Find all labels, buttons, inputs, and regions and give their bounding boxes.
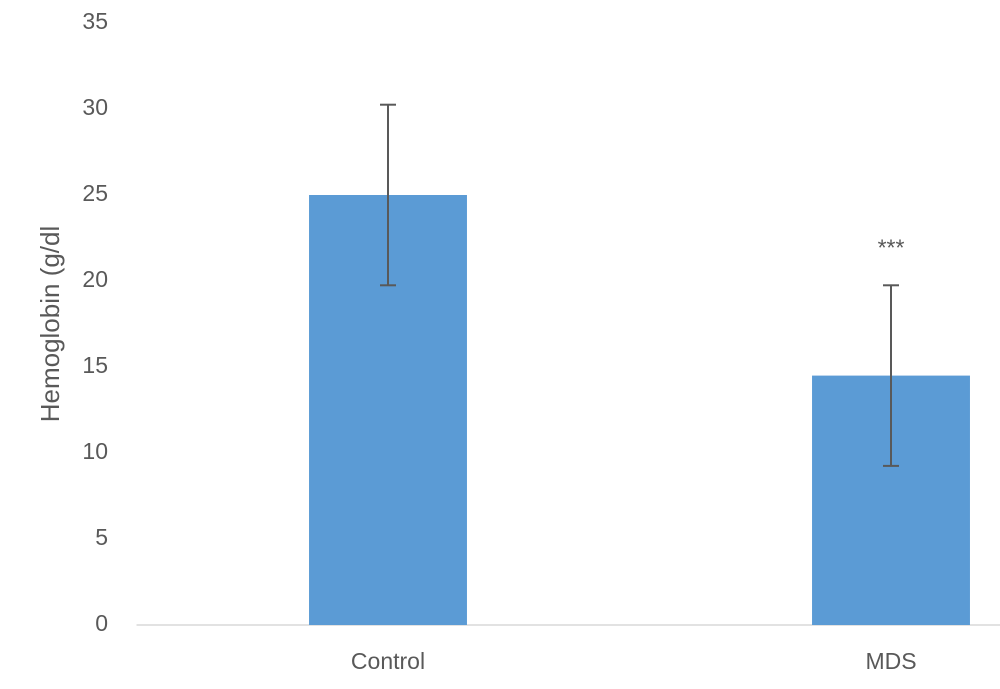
y-tick-label: 10 [82,438,108,464]
y-tick-label: 35 [82,8,108,34]
y-tick-label: 0 [95,610,108,636]
y-tick-label: 30 [82,94,108,120]
y-tick-label: 5 [95,524,108,550]
error-bar [380,103,396,287]
y-axis-title: Hemoglobin (g/dl [35,226,65,423]
x-tick-label: Control [351,648,425,674]
y-tick-label: 15 [82,352,108,378]
error-bar [883,284,899,467]
annotation: *** [878,234,905,260]
y-tick-label: 25 [82,180,108,206]
y-tick-label: 20 [82,266,108,292]
x-tick-label: MDS [865,648,916,674]
